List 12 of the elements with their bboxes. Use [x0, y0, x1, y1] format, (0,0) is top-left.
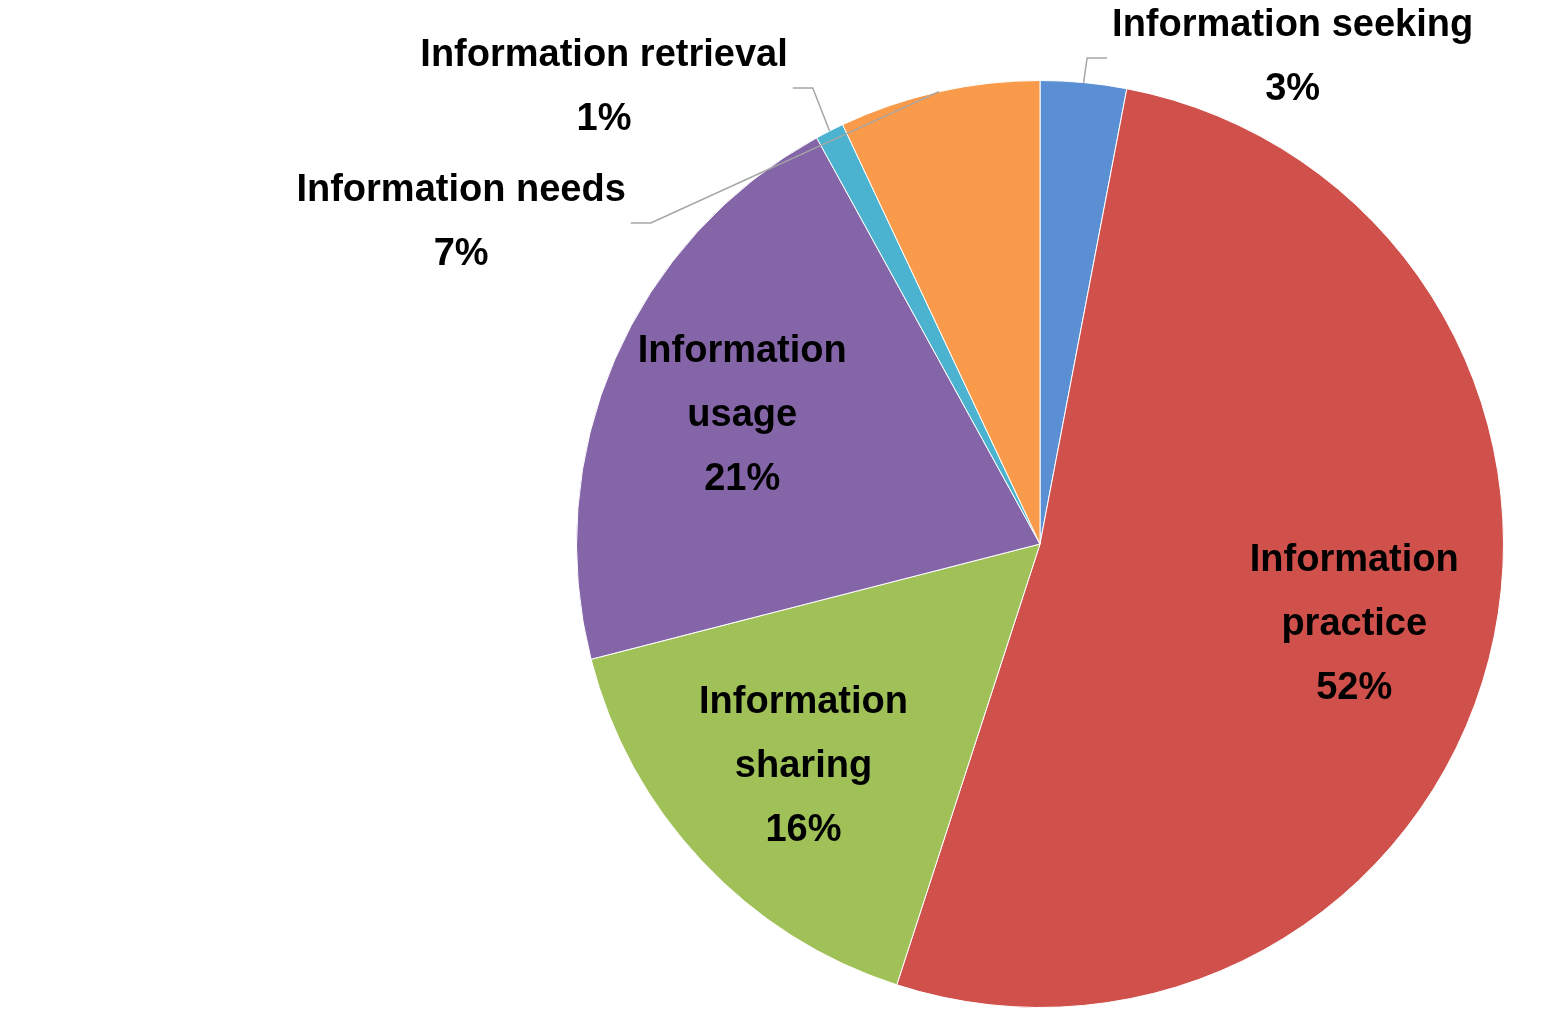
slice-label: Information practice — [1249, 537, 1459, 644]
slice-label: Information retrieval — [420, 32, 788, 75]
slice-label: Information usage — [637, 327, 847, 434]
data-label: 16% — [765, 806, 842, 849]
data-label: 3% — [1265, 66, 1321, 109]
data-label: 1% — [576, 96, 632, 139]
slice-label: Information needs — [296, 167, 626, 210]
slice-label: Information sharing — [698, 678, 908, 785]
data-label: 52% — [1316, 665, 1393, 708]
slice-label: Information seeking — [1112, 2, 1474, 45]
data-label: 21% — [704, 455, 781, 498]
data-label: 7% — [433, 231, 489, 274]
